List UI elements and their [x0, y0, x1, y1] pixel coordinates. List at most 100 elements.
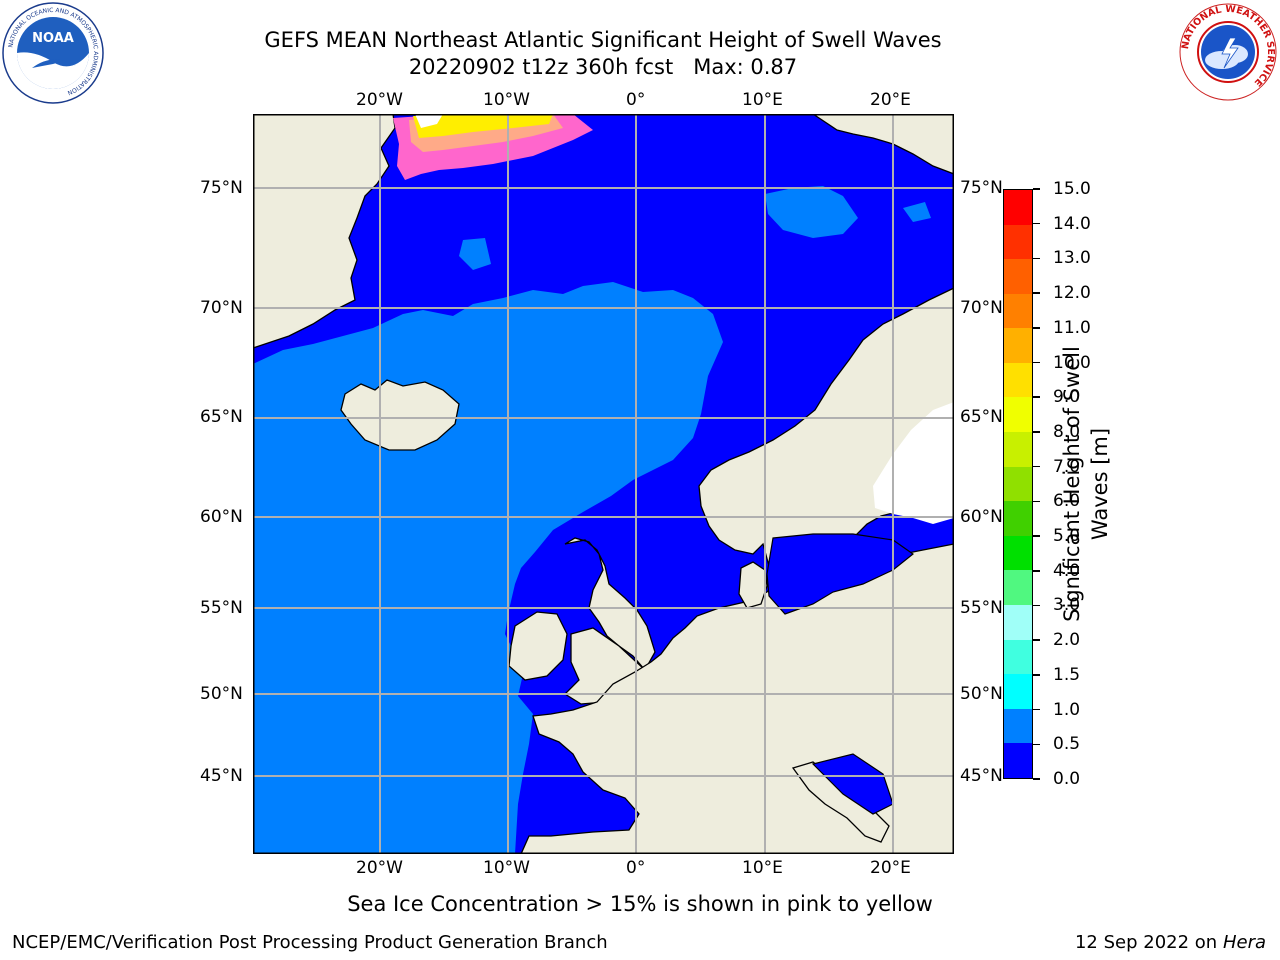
sea-baltic	[766, 533, 915, 615]
nws-logo: NATIONAL WEATHER SERVICE	[1178, 2, 1278, 102]
colorbar-segment	[1004, 708, 1032, 744]
colorbar-tick-mark	[1033, 500, 1040, 503]
colorbar-segment	[1004, 259, 1032, 294]
colorbar-segment	[1004, 605, 1032, 640]
noaa-logo: NOAA NATIONAL OCEANIC AND ATMOSPHERIC AD…	[2, 2, 104, 104]
lon-label-bottom-20w: 20°W	[356, 858, 403, 878]
lat-label-right-50n: 50°N	[960, 684, 1003, 704]
colorbar-tick-label: 7.0	[1053, 456, 1081, 477]
colorbar-tick-mark	[1033, 465, 1040, 468]
colorbar-tick-mark	[1033, 188, 1040, 190]
colorbar-tick-label: 14.0	[1053, 213, 1091, 234]
colorbar-segment	[1004, 570, 1032, 606]
colorbar-tick-label: 12.0	[1053, 283, 1091, 304]
colorbar-tick-mark	[1033, 570, 1040, 572]
colorbar-tick-label: 0.0	[1053, 769, 1081, 789]
graticule	[253, 114, 954, 854]
land-greenland	[253, 114, 396, 349]
colorbar-tick-label: 1.5	[1053, 664, 1081, 685]
lat-label-left-45n: 45°N	[200, 766, 243, 786]
lon-label-top-20w: 20°W	[356, 90, 403, 110]
swell-patch-barents	[765, 186, 858, 238]
colorbar-tick-label: 13.0	[1053, 248, 1091, 269]
colorbar-segment	[1004, 397, 1032, 433]
sea-ice-greenland	[393, 114, 593, 180]
colorbar-tick-mark	[1033, 292, 1040, 294]
colorbar-tick-label: 2.0	[1053, 630, 1081, 651]
map-plot	[253, 114, 954, 854]
colorbar-tick-label: 9.0	[1053, 387, 1081, 408]
lon-label-top-10e: 10°E	[742, 90, 783, 110]
land-svalbard	[811, 114, 954, 175]
colorbar-tick-mark	[1033, 396, 1040, 398]
colorbar-tick-mark	[1033, 361, 1040, 364]
lat-label-right-65n: 65°N	[960, 407, 1003, 427]
lat-label-right-75n: 75°N	[960, 178, 1003, 198]
lat-label-right-70n: 70°N	[960, 298, 1003, 318]
colorbar-segment	[1004, 674, 1032, 709]
colorbar-segment	[1004, 432, 1032, 467]
footer-branch: NCEP/EMC/Verification Post Processing Pr…	[12, 932, 608, 953]
colorbar-tick-label: 8.0	[1053, 421, 1081, 442]
colorbar-tick-label: 10.0	[1053, 352, 1091, 373]
colorbar-tick-mark	[1033, 778, 1040, 780]
noaa-logo-text: NOAA	[32, 31, 74, 46]
colorbar-tick-mark	[1033, 674, 1040, 676]
colorbar-tick-mark	[1033, 743, 1040, 746]
lon-label-top-10w: 10°W	[483, 90, 530, 110]
colorbar-tick-label: 15.0	[1053, 179, 1091, 199]
lat-label-right-60n: 60°N	[960, 507, 1003, 527]
land-ireland	[508, 611, 568, 681]
colorbar-tick-label: 6.0	[1053, 491, 1081, 512]
colorbar-segment	[1004, 535, 1032, 571]
colorbar-ticks: 15.0 14.0 13.0 12.0 11.0 10.0 9.0 8.0 7.0 6.0 5.0 4…	[1033, 179, 1113, 789]
colorbar-tick-label: 0.5	[1053, 734, 1081, 755]
footer-date-text: 12 Sep 2022 on	[1074, 932, 1218, 953]
chart-subtitle: 20220902 t12z 360h fcst Max: 0.87	[408, 55, 798, 79]
lat-label-left-65n: 65°N	[200, 407, 243, 427]
colorbar-tick-mark	[1033, 604, 1040, 607]
lat-label-right-45n: 45°N	[960, 766, 1003, 786]
colorbar-segment	[1004, 639, 1032, 675]
lat-label-left-70n: 70°N	[200, 298, 243, 318]
colorbar-tick-label: 5.0	[1053, 526, 1081, 547]
colorbar-segment	[1004, 189, 1032, 225]
lon-label-bottom-0: 0°	[626, 858, 646, 878]
colorbar-tick-mark	[1033, 639, 1040, 641]
colorbar-tick-label: 1.0	[1053, 699, 1081, 720]
colorbar-label: Significant Height of Swell Waves [m]	[1060, 346, 1112, 622]
lon-label-bottom-10e: 10°E	[742, 858, 783, 878]
chart-title: GEFS MEAN Northeast Atlantic Significant…	[264, 28, 942, 52]
colorbar-tick-label: 4.0	[1053, 560, 1081, 581]
colorbar-tick-mark	[1033, 257, 1040, 260]
lon-label-bottom-10w: 10°W	[483, 858, 530, 878]
lon-label-bottom-20e: 20°E	[870, 858, 911, 878]
lat-label-left-60n: 60°N	[200, 507, 243, 527]
land-great-britain	[564, 537, 656, 672]
map-frame	[253, 114, 954, 854]
colorbar-segment	[1004, 743, 1032, 778]
colorbar-tick-mark	[1033, 222, 1040, 225]
colorbar	[1003, 189, 1033, 779]
colorbar-tick-label: 11.0	[1053, 317, 1091, 338]
lon-label-top-20e: 20°E	[870, 90, 911, 110]
colorbar-tick-mark	[1033, 327, 1040, 329]
colorbar-segment	[1004, 328, 1032, 363]
colorbar-segment	[1004, 293, 1032, 329]
colorbar-tick-mark	[1033, 535, 1040, 537]
colorbar-tick-mark	[1033, 431, 1040, 433]
colorbar-segment	[1004, 224, 1032, 260]
colorbar-tick-mark	[1033, 708, 1040, 711]
swell-patch-greenland-sea	[459, 238, 491, 270]
sea-ice-note: Sea Ice Concentration > 15% is shown in …	[347, 892, 933, 916]
colorbar-segment	[1004, 466, 1032, 502]
colorbar-segment	[1004, 362, 1032, 398]
colorbar-tick-label: 3.0	[1053, 595, 1081, 616]
footer-date: 12 Sep 2022 on Hera	[1075, 932, 1266, 953]
lat-label-left-55n: 55°N	[200, 598, 243, 618]
swell-patch-small	[903, 202, 931, 222]
lat-label-left-50n: 50°N	[200, 684, 243, 704]
lat-label-left-75n: 75°N	[200, 178, 243, 198]
footer-host: Hera	[1222, 932, 1266, 953]
lon-label-top-0: 0°	[626, 90, 646, 110]
